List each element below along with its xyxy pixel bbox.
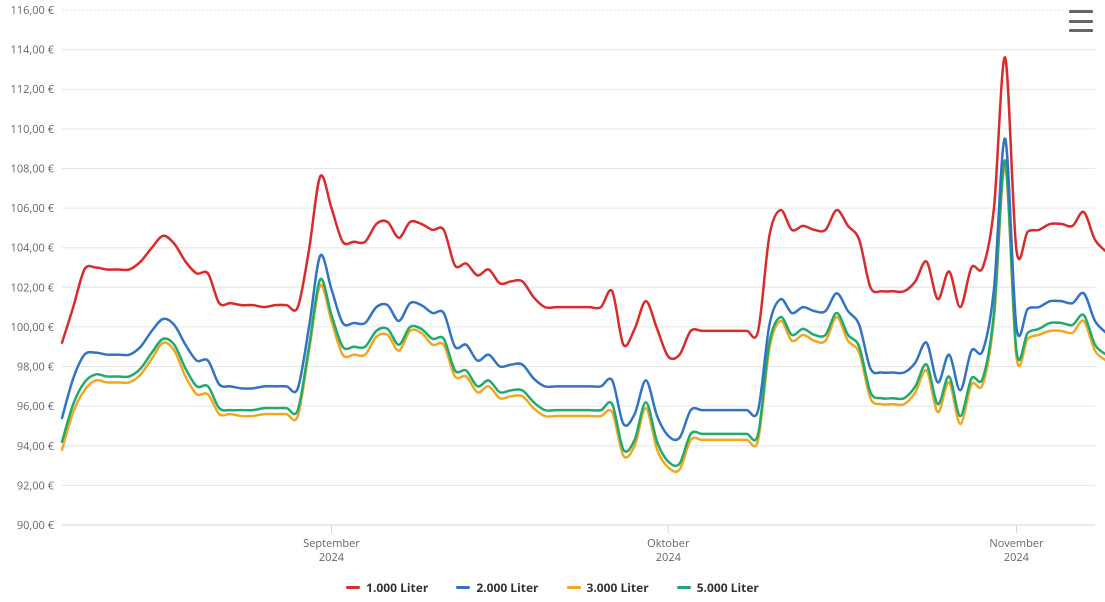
x-tick-label: September	[303, 536, 360, 551]
legend-swatch	[677, 586, 691, 589]
y-tick-label: 98,00 €	[17, 360, 55, 375]
chart-menu-button[interactable]	[1069, 8, 1093, 34]
chart-svg: 90,00 € 92,00 € 94,00 € 96,00 € 98,00 € 100,0…	[0, 0, 1105, 602]
y-tick-label: 104,00 €	[11, 241, 55, 256]
x-tick-label: 2024	[656, 550, 682, 565]
series-line[interactable]	[62, 160, 1105, 466]
legend-swatch	[567, 586, 581, 589]
x-tick-label: November	[989, 536, 1044, 551]
legend: 1.000 Liter 2.000 Liter 3.000 Liter 5.000 L…	[0, 579, 1105, 596]
series-line[interactable]	[62, 166, 1105, 471]
y-tick-label: 94,00 €	[17, 439, 55, 454]
y-tick-label: 108,00 €	[11, 161, 55, 176]
legend-label: 3.000 Liter	[587, 579, 649, 596]
series-line[interactable]	[62, 139, 1105, 440]
legend-label: 1.000 Liter	[366, 579, 428, 596]
y-tick-label: 90,00 €	[17, 518, 55, 533]
price-chart: 90,00 € 92,00 € 94,00 € 96,00 € 98,00 € 100,0…	[0, 0, 1105, 602]
x-tick-label: 2024	[319, 550, 345, 565]
y-tick-label: 112,00 €	[11, 82, 55, 97]
y-tick-label: 114,00 €	[11, 43, 55, 58]
x-tick-label: 2024	[1004, 550, 1030, 565]
legend-label: 5.000 Liter	[697, 579, 759, 596]
legend-swatch	[346, 586, 360, 589]
hamburger-icon	[1069, 10, 1093, 13]
y-tick-label: 92,00 €	[17, 478, 55, 493]
legend-swatch	[456, 586, 470, 589]
legend-item[interactable]: 5.000 Liter	[677, 579, 759, 596]
y-tick-label: 96,00 €	[17, 399, 55, 414]
y-tick-label: 110,00 €	[11, 122, 55, 137]
y-tick-label: 106,00 €	[11, 201, 55, 216]
y-tick-label: 116,00 €	[11, 3, 55, 18]
y-tick-label: 102,00 €	[11, 280, 55, 295]
legend-label: 2.000 Liter	[476, 579, 538, 596]
legend-item[interactable]: 3.000 Liter	[567, 579, 649, 596]
y-tick-label: 100,00 €	[11, 320, 55, 335]
legend-item[interactable]: 1.000 Liter	[346, 579, 428, 596]
legend-item[interactable]: 2.000 Liter	[456, 579, 538, 596]
x-tick-label: Oktober	[647, 536, 690, 551]
